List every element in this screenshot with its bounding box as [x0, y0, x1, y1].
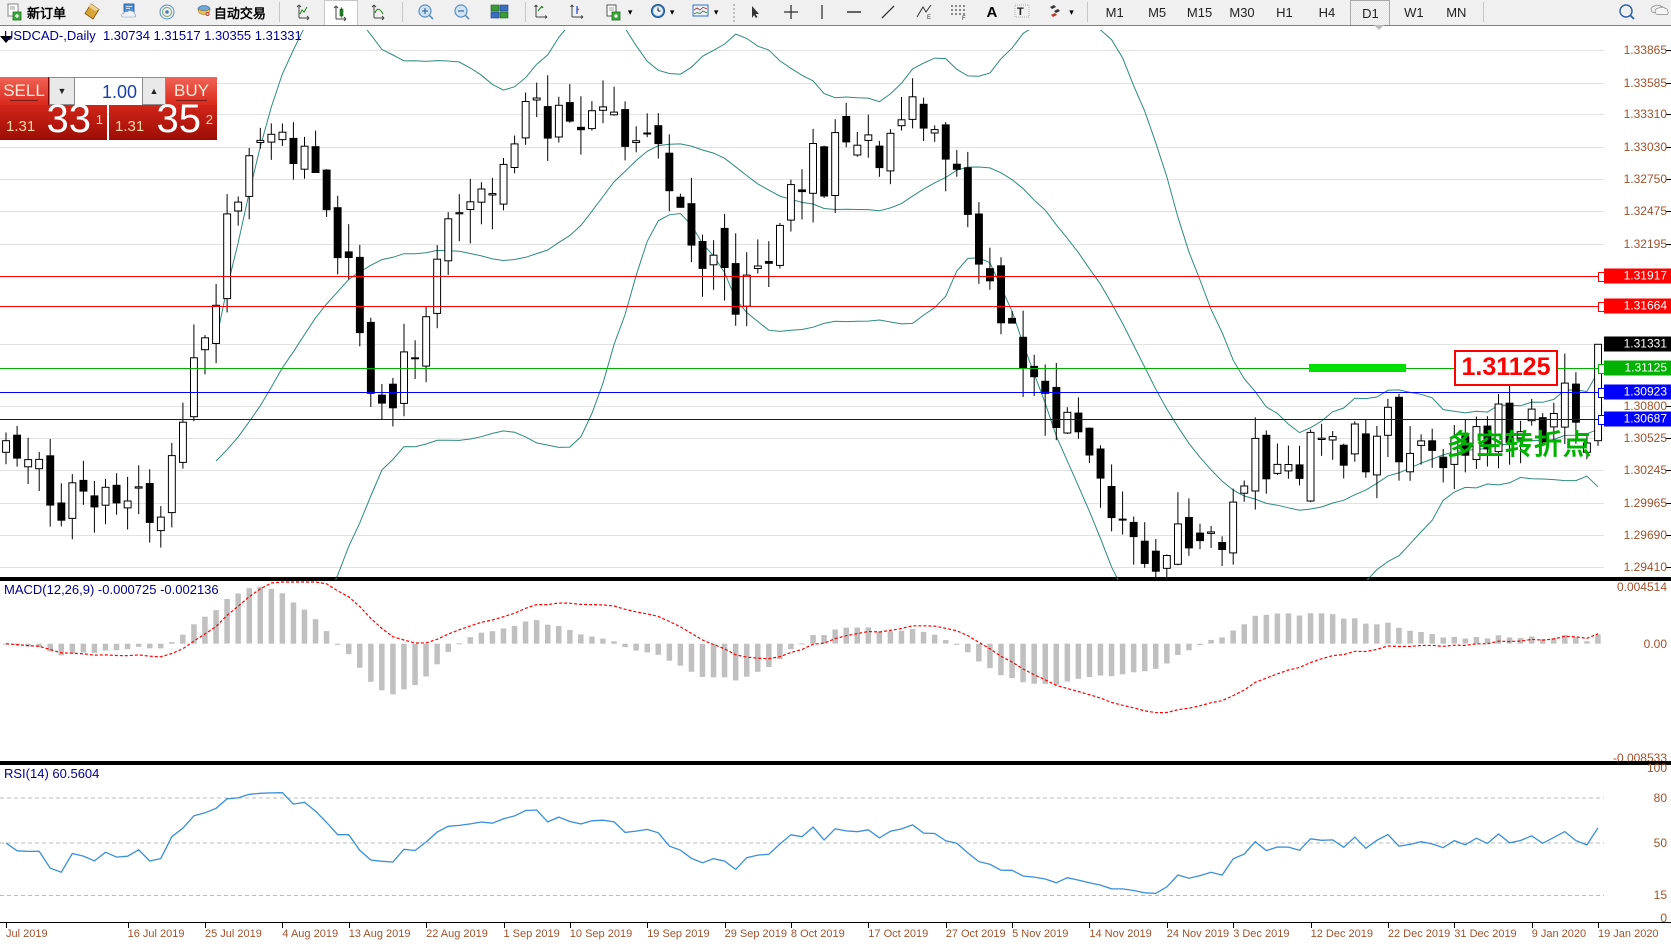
svg-text:T: T [1017, 6, 1024, 18]
svg-text:E: E [927, 15, 931, 21]
svg-text:F: F [962, 16, 966, 20]
